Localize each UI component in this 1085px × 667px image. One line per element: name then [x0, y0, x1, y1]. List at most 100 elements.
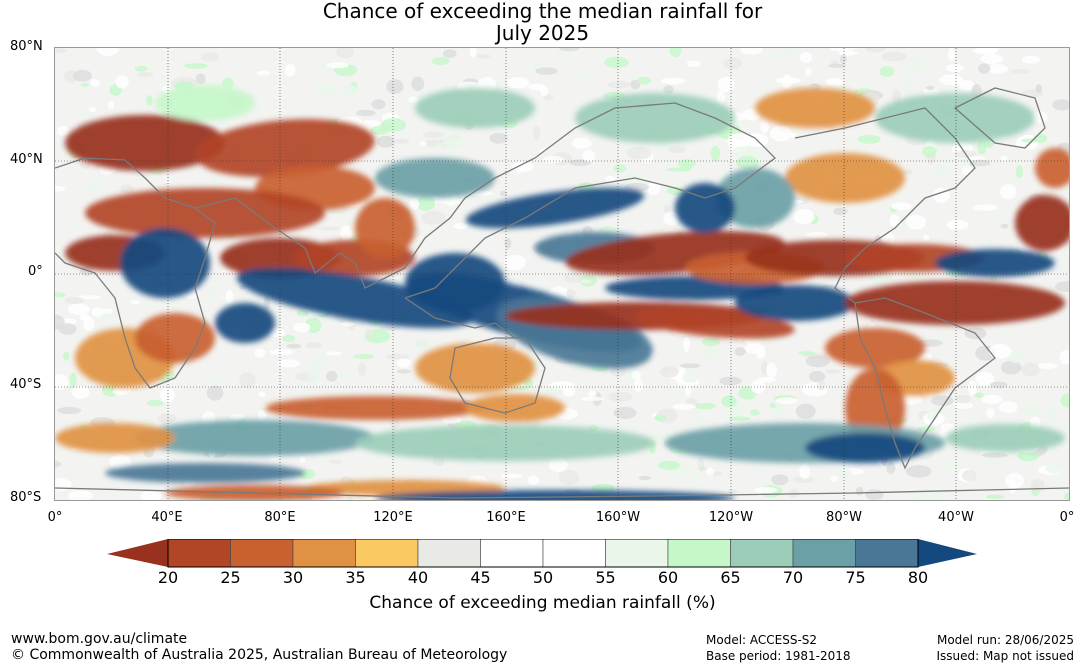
speckle [356, 109, 376, 117]
anomaly-region [135, 313, 215, 363]
speckle [81, 82, 90, 88]
speckle [782, 48, 796, 56]
speckle [662, 229, 679, 234]
colorbar-swatch [292, 539, 356, 568]
colorbar-tick-label: 75 [845, 568, 866, 587]
speckle [225, 289, 234, 305]
colorbar-swatch [230, 539, 294, 568]
speckle [905, 465, 932, 478]
anomaly-region [55, 423, 175, 453]
speckle [55, 48, 67, 54]
coast-antarctica [55, 487, 1069, 499]
speckle [1015, 164, 1023, 179]
speckle [723, 57, 743, 69]
speckle [663, 204, 671, 214]
speckle [148, 59, 157, 72]
speckle [391, 138, 411, 144]
speckle [977, 48, 999, 55]
speckle [385, 354, 410, 360]
speckle [441, 415, 462, 424]
speckle [421, 211, 446, 225]
speckle [985, 494, 1005, 500]
rainfall-map [54, 47, 1070, 501]
speckle [917, 426, 936, 432]
speckle [379, 325, 401, 331]
speckle [660, 77, 686, 85]
speckle [994, 212, 1006, 222]
speckle [700, 347, 719, 361]
colorbar-tick-label: 40 [407, 568, 429, 587]
speckle [69, 372, 77, 388]
colorbar-swatch [667, 539, 731, 568]
anomaly-region [265, 396, 485, 420]
speckle [953, 401, 973, 409]
speckle [409, 198, 420, 210]
speckle [504, 254, 526, 270]
speckle [740, 48, 763, 55]
speckle [833, 207, 848, 216]
coast-australia [449, 337, 546, 414]
speckle [84, 181, 102, 192]
lon-label-0: 0° [47, 510, 63, 525]
lon-label-160e: 160°E [486, 510, 526, 525]
speckle [742, 108, 761, 121]
speckle [339, 374, 356, 380]
colorbar-high-extend [918, 539, 977, 567]
speckle [1008, 350, 1023, 364]
speckle [540, 86, 549, 97]
colorbar-swatch [355, 539, 419, 568]
speckle [277, 359, 301, 368]
speckle [284, 63, 296, 77]
speckle [657, 460, 681, 470]
gridlines [55, 48, 1069, 500]
speckle [694, 402, 717, 410]
speckle [760, 121, 769, 133]
anomaly-region [675, 183, 735, 233]
speckle [939, 74, 964, 86]
speckle [633, 379, 644, 392]
speckle [258, 391, 266, 398]
anomaly-region [135, 420, 375, 456]
rainfall-map-canvas [55, 48, 1069, 500]
speckle [607, 81, 631, 89]
speckle [533, 125, 540, 141]
speckle [313, 83, 337, 96]
speckle [1004, 329, 1014, 338]
anomaly-region [355, 425, 655, 461]
speckle [435, 141, 461, 150]
lon-label-120w: 120°W [708, 510, 754, 525]
lat-label-40n: 40°N [10, 152, 43, 167]
speckle [750, 409, 760, 416]
speckle [901, 80, 914, 93]
speckle [631, 370, 642, 380]
speckle [341, 321, 355, 327]
speckle [432, 56, 450, 66]
speckle [710, 145, 721, 162]
speckle [1000, 184, 1017, 200]
speckle [83, 317, 95, 332]
speckle [672, 403, 697, 410]
anomaly-region [825, 328, 925, 368]
colorbar-tick-label: 20 [157, 568, 179, 587]
speckle [693, 411, 702, 426]
colorbar-swatch [542, 539, 606, 568]
speckle [157, 413, 177, 423]
speckle [422, 131, 445, 139]
speckle [975, 371, 995, 386]
colorbar-outline [167, 539, 919, 568]
anomaly-region [215, 303, 275, 343]
speckle [1033, 133, 1048, 144]
speckle [353, 354, 375, 359]
colorbar-swatch [167, 539, 231, 568]
speckle [830, 48, 856, 52]
speckle [962, 470, 977, 482]
speckle [72, 69, 92, 82]
coastlines [55, 87, 1069, 499]
speckle [80, 161, 91, 169]
speckle [563, 272, 583, 283]
speckle [340, 85, 360, 99]
speckle [865, 48, 886, 53]
speckle [986, 459, 997, 468]
speckle [528, 475, 539, 486]
speckle [67, 490, 94, 500]
